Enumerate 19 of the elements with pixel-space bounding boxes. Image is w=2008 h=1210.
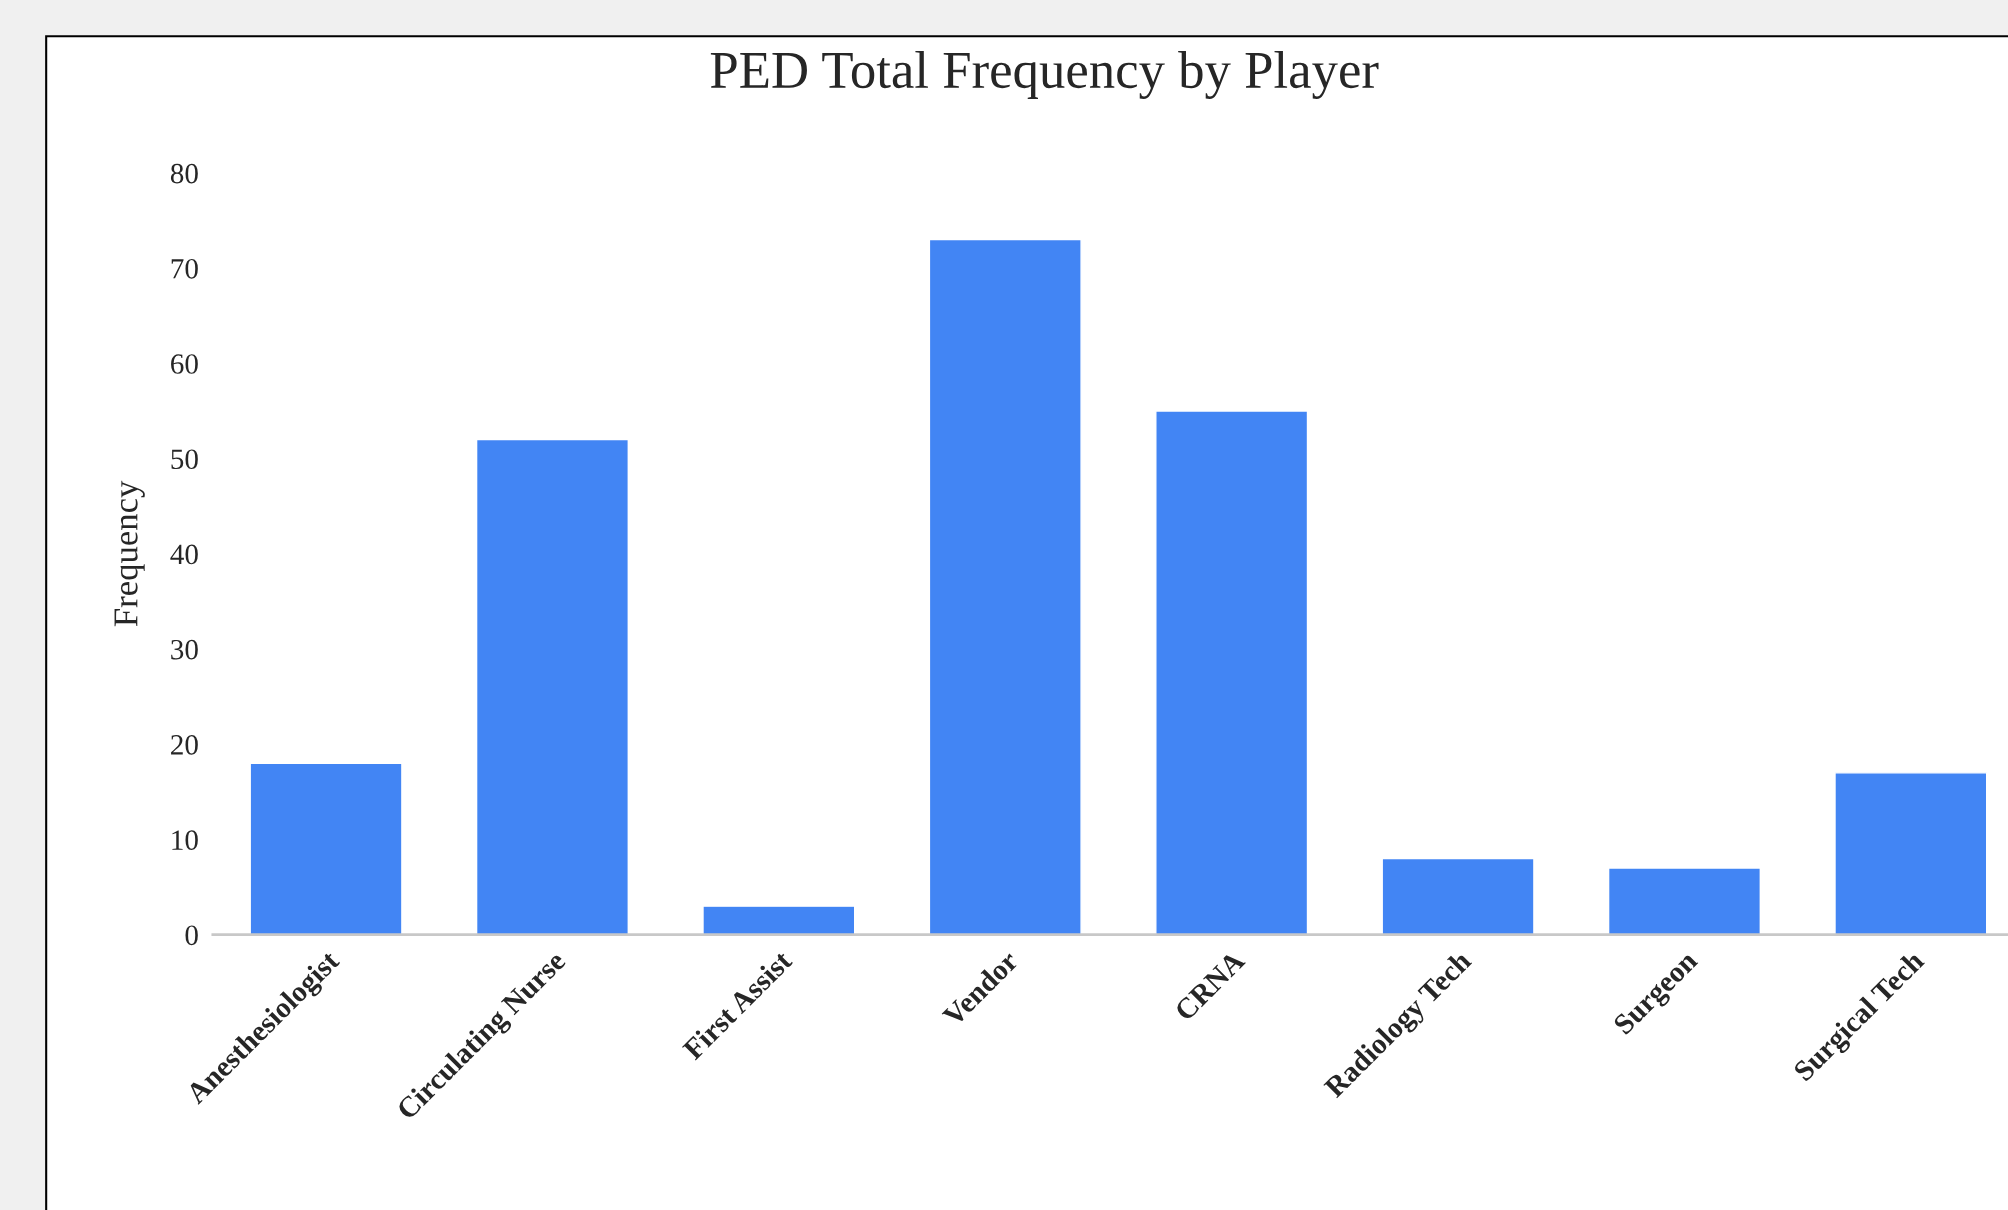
y-tick-label: 20 xyxy=(171,735,198,755)
y-tick-label: 0 xyxy=(185,925,198,946)
y-tick-label: 30 xyxy=(171,639,198,660)
chart-title: PED Total Frequency by Player xyxy=(710,51,1379,100)
bar xyxy=(928,238,1082,935)
y-tick-label: 10 xyxy=(172,830,198,850)
bar xyxy=(1381,857,1535,935)
y-tick-label: 60 xyxy=(171,354,198,374)
bar xyxy=(1155,410,1309,935)
bar xyxy=(1834,772,1988,935)
bar xyxy=(1607,867,1762,935)
y-axis-title: Frequency xyxy=(114,480,145,627)
bar xyxy=(249,762,403,935)
bar xyxy=(702,905,856,935)
y-tick-label: 40 xyxy=(170,544,198,565)
y-tick-label: 70 xyxy=(171,258,198,279)
y-tick-label: 50 xyxy=(171,449,198,470)
bar xyxy=(475,438,629,935)
y-tick-label: 80 xyxy=(170,163,198,184)
